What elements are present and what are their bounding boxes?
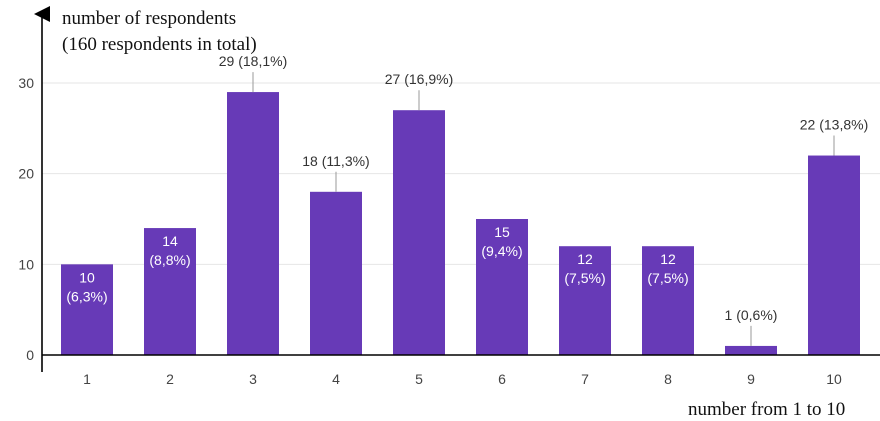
x-axis-label: number from 1 to 10 (688, 399, 845, 420)
data-label: (7,5%) (647, 270, 688, 286)
x-tick-label: 4 (332, 371, 340, 387)
bar-8 (642, 246, 694, 355)
data-labels: 10 (6,3%) 14 (8,8%) 29 (18,1%) 18 (11,3%) 27 (… (66, 53, 868, 346)
data-label: 12 (660, 251, 676, 267)
bar-9 (725, 345, 777, 355)
x-tick-label: 10 (826, 371, 842, 387)
y-tick-label: 20 (18, 166, 34, 182)
x-tick-label: 5 (415, 371, 423, 387)
data-label: 12 (577, 251, 593, 267)
data-label: 29 (18,1%) (219, 53, 287, 69)
data-label: 14 (162, 233, 178, 249)
y-axis-label-line1: number of respondents (62, 8, 236, 29)
bar-3 (227, 92, 279, 356)
data-label: 27 (16,9%) (385, 71, 453, 87)
data-label: (8,8%) (149, 252, 190, 268)
data-label: (9,4%) (481, 243, 522, 259)
x-tick-labels: 1 2 3 4 5 6 7 8 9 10 (83, 371, 842, 387)
bar-7 (559, 246, 611, 355)
data-label: 18 (11,3%) (302, 153, 369, 169)
bar-5 (393, 110, 445, 355)
x-tick-label: 9 (747, 371, 755, 387)
x-tick-label: 8 (664, 371, 672, 387)
y-tick-labels: 0 10 20 30 (18, 75, 34, 363)
data-label: 22 (13,8%) (800, 117, 868, 133)
x-tick-label: 7 (581, 371, 589, 387)
y-tick-label: 30 (18, 75, 34, 91)
y-axis-label-line2: (160 respondents in total) (62, 34, 257, 55)
data-label: 15 (494, 224, 510, 240)
bar-2 (144, 228, 196, 355)
y-tick-label: 0 (26, 347, 34, 363)
x-tick-label: 3 (249, 371, 257, 387)
bar-4 (310, 191, 362, 355)
x-tick-label: 1 (83, 371, 91, 387)
x-tick-label: 2 (166, 371, 174, 387)
y-tick-label: 10 (18, 256, 34, 272)
bar-10 (808, 155, 860, 355)
bars (61, 92, 860, 356)
bar-6 (476, 219, 528, 355)
data-label: 1 (0,6%) (725, 307, 778, 323)
bar-1 (61, 264, 113, 355)
data-label: (7,5%) (564, 270, 605, 286)
data-label: (6,3%) (66, 288, 107, 304)
x-tick-label: 6 (498, 371, 506, 387)
data-label: 10 (79, 269, 95, 285)
